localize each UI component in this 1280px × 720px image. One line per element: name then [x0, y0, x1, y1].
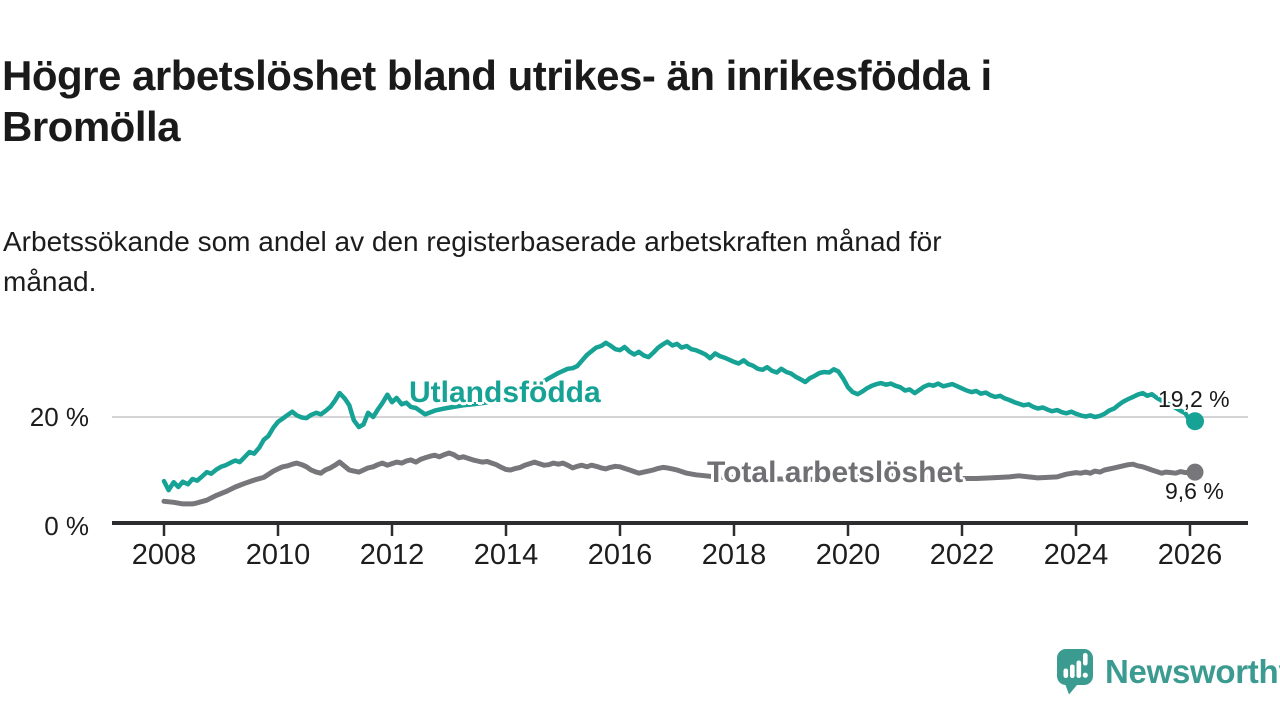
- end-dot-utlandsfodda: [1186, 412, 1204, 431]
- chart-title: Högre arbetslöshet bland utrikes- än inr…: [2, 50, 1232, 152]
- exclamation-bar: [1083, 653, 1088, 666]
- exclamation-dot: [1082, 672, 1088, 678]
- x-tick-label: 2018: [702, 539, 767, 571]
- x-tick-label: 2024: [1044, 539, 1109, 571]
- bar-large: [1076, 660, 1082, 678]
- x-tick-label: 2010: [246, 539, 311, 571]
- end-dot-total-arbetsloshet: [1186, 463, 1204, 481]
- x-tick-label: 2008: [132, 539, 197, 571]
- chart-title-line-1: Högre arbetslöshet bland utrikes- än inr…: [2, 52, 992, 100]
- series-label-utlandsfodda: Utlandsfödda: [409, 376, 601, 409]
- x-tick-label: 2014: [474, 539, 539, 571]
- series-label-total-arbetsloshet: Total arbetslöshet: [707, 456, 964, 489]
- y-tick-label: 0 %: [44, 511, 89, 541]
- bar-small: [1063, 668, 1069, 678]
- line-total-arbetsloshet: [161, 450, 1193, 507]
- chart-title-line-2: Bromölla: [2, 103, 181, 151]
- y-tick-label: 20 %: [30, 402, 89, 432]
- x-tick-label: 2020: [816, 539, 881, 571]
- end-value-label-total: 9,6 %: [1165, 478, 1224, 504]
- chart-subtitle-line-2: månad.: [3, 266, 97, 297]
- end-value-label-utlandsfodda: 19,2 %: [1158, 386, 1230, 412]
- x-tick-label: 2016: [588, 539, 653, 571]
- newsworthy-wordmark: Newsworthy: [1105, 653, 1280, 690]
- line-utlandsfodda: [161, 339, 1193, 493]
- bar-medium: [1070, 664, 1075, 678]
- newsworthy-branding: Newsworthy: [1056, 648, 1280, 695]
- newsworthy-logo-icon: [1057, 649, 1093, 695]
- x-tick-label: 2026: [1158, 539, 1223, 571]
- chart-subtitle-line-1: Arbetssökande som andel av den registerb…: [3, 226, 942, 257]
- chart-subtitle: Arbetssökande som andel av den registerb…: [3, 222, 1233, 302]
- x-tick-label: 2022: [930, 539, 995, 571]
- x-tick-label: 2012: [360, 539, 425, 571]
